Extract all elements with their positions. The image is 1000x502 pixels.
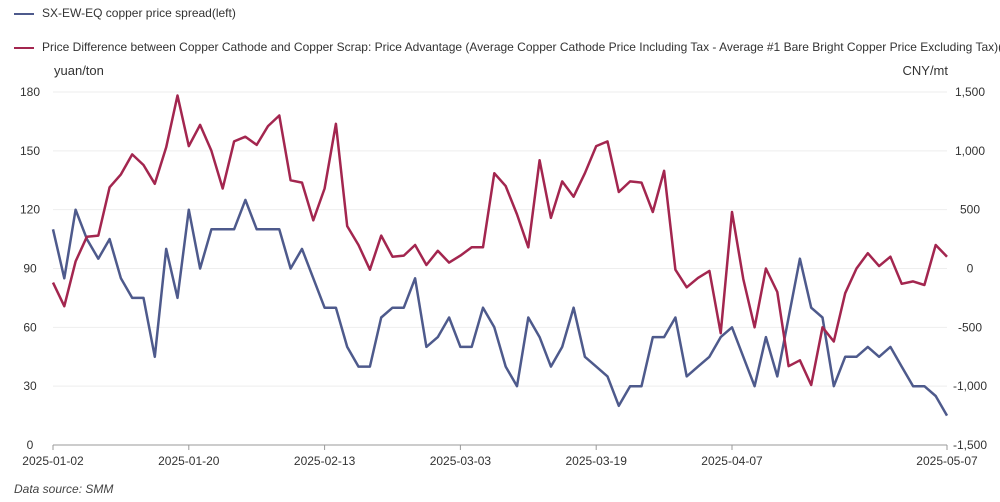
left-axis-tick-label: 60 (23, 320, 37, 334)
x-axis-tick-label: 2025-05-07 (916, 454, 978, 468)
right-axis-tick-label: 500 (960, 203, 980, 217)
x-axis-tick-label: 2025-03-03 (430, 454, 492, 468)
right-axis-tick-label: 1,000 (955, 144, 985, 158)
left-axis-tick-label: 0 (27, 438, 34, 452)
x-axis-tick-label: 2025-02-13 (294, 454, 356, 468)
right-axis-unit: CNY/mt (902, 63, 949, 78)
x-axis-tick-label: 2025-04-07 (701, 454, 763, 468)
left-axis-tick-label: 150 (20, 144, 40, 158)
x-axis-tick-label: 2025-01-20 (158, 454, 220, 468)
left-axis-tick-label: 180 (20, 85, 40, 99)
series-line-left (51, 198, 949, 417)
legend-swatch-left (14, 12, 34, 15)
x-axis-tick-label: 2025-01-02 (22, 454, 84, 468)
right-axis-tick-label: -500 (958, 320, 982, 334)
legend-swatch-right (14, 46, 34, 49)
data-source: Data source: SMM (14, 482, 114, 496)
legend-label-left: SX-EW-EQ copper price spread(left) (42, 6, 236, 20)
right-axis-tick-label: -1,500 (953, 438, 987, 452)
legend-label-right: Price Difference between Copper Cathode … (42, 40, 1000, 54)
legend-item-left-series[interactable]: SX-EW-EQ copper price spread(left) (14, 6, 236, 20)
right-axis-tick-label: -1,000 (953, 379, 987, 393)
left-axis-tick-label: 120 (20, 203, 40, 217)
right-axis-tick-label: 0 (967, 262, 974, 276)
left-axis-tick-label: 90 (23, 262, 37, 276)
series-line-right (51, 94, 948, 387)
right-axis-tick-label: 1,500 (955, 85, 985, 99)
x-axis-tick-label: 2025-03-19 (565, 454, 627, 468)
left-axis-unit: yuan/ton (54, 63, 104, 78)
left-axis-tick-label: 30 (23, 379, 37, 393)
legend-item-right-series[interactable]: Price Difference between Copper Cathode … (14, 40, 1000, 54)
